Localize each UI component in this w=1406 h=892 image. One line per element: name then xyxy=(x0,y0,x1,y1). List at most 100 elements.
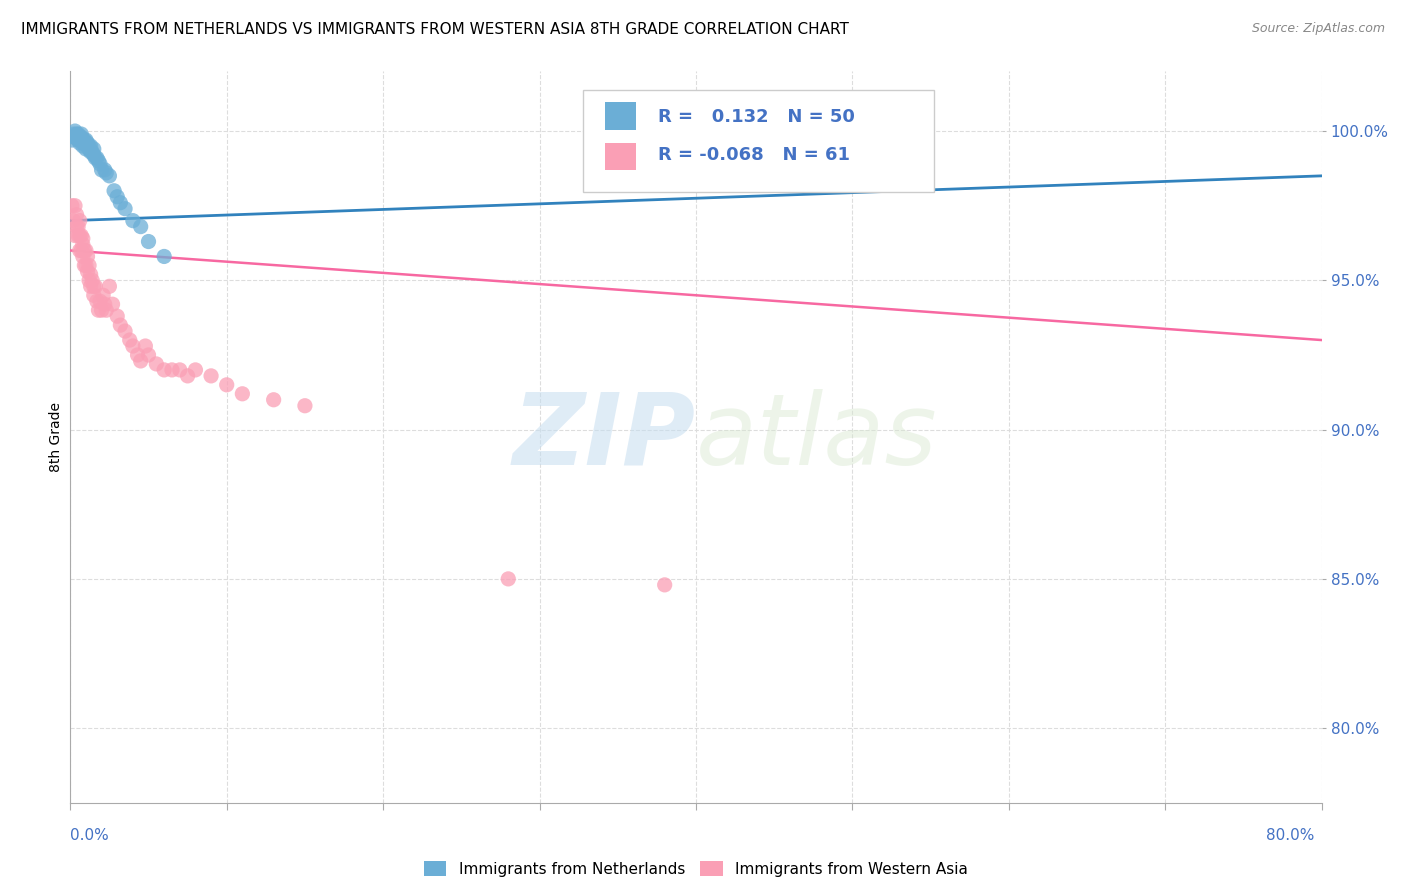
Point xyxy=(83,148,105,162)
Point xyxy=(83,142,105,156)
Point xyxy=(87,153,110,168)
Point xyxy=(69,244,91,258)
Point xyxy=(72,237,94,252)
Point xyxy=(63,228,86,243)
Text: R =   0.132   N = 50: R = 0.132 N = 50 xyxy=(658,109,855,127)
Point xyxy=(89,157,111,171)
Point xyxy=(76,264,98,278)
Point xyxy=(122,213,145,227)
Point xyxy=(72,136,94,150)
Point xyxy=(65,127,87,141)
Point xyxy=(72,231,94,245)
Point xyxy=(98,279,121,293)
Point xyxy=(86,151,108,165)
Point xyxy=(110,195,132,210)
Point xyxy=(82,273,104,287)
Point xyxy=(75,244,97,258)
Point xyxy=(67,228,90,243)
Point xyxy=(63,124,86,138)
Point xyxy=(76,250,98,264)
Point xyxy=(96,303,118,318)
Point xyxy=(79,139,101,153)
Point xyxy=(263,392,285,407)
Point xyxy=(77,259,100,273)
FancyBboxPatch shape xyxy=(583,90,934,192)
Point xyxy=(65,208,87,222)
Point xyxy=(77,139,100,153)
Point xyxy=(114,202,136,216)
Point xyxy=(69,133,91,147)
Point xyxy=(73,244,96,258)
Point xyxy=(86,294,108,309)
Point xyxy=(105,309,128,323)
Point xyxy=(90,303,112,318)
Point xyxy=(77,142,100,156)
Point xyxy=(89,294,111,309)
Point xyxy=(184,363,207,377)
Point xyxy=(72,250,94,264)
Point xyxy=(75,259,97,273)
Point xyxy=(200,368,222,383)
Text: Source: ZipAtlas.com: Source: ZipAtlas.com xyxy=(1251,22,1385,36)
Point xyxy=(75,142,97,156)
Point xyxy=(122,339,145,353)
Point xyxy=(69,228,91,243)
Point xyxy=(153,250,176,264)
Point xyxy=(69,213,91,227)
Text: ZIP: ZIP xyxy=(513,389,696,485)
Point xyxy=(145,357,167,371)
Point xyxy=(62,127,84,141)
Point xyxy=(67,133,90,147)
Point xyxy=(69,136,91,150)
Point xyxy=(87,303,110,318)
Point xyxy=(72,139,94,153)
Point xyxy=(105,190,128,204)
Point xyxy=(169,363,191,377)
Point xyxy=(63,199,86,213)
Point xyxy=(138,348,160,362)
Point xyxy=(62,130,84,145)
Point xyxy=(84,151,107,165)
Point xyxy=(70,228,93,243)
Point xyxy=(79,268,101,282)
Point xyxy=(654,118,676,132)
Point xyxy=(73,136,96,150)
Point xyxy=(129,354,152,368)
Point xyxy=(138,235,160,249)
Text: IMMIGRANTS FROM NETHERLANDS VS IMMIGRANTS FROM WESTERN ASIA 8TH GRADE CORRELATIO: IMMIGRANTS FROM NETHERLANDS VS IMMIGRANT… xyxy=(21,22,849,37)
Point xyxy=(91,288,114,302)
Point xyxy=(60,133,83,147)
Point xyxy=(93,297,115,311)
Point xyxy=(654,578,676,592)
Point xyxy=(83,279,105,293)
Point xyxy=(63,130,86,145)
Point xyxy=(65,130,87,145)
Point xyxy=(96,166,118,180)
Point xyxy=(114,324,136,338)
Point xyxy=(67,130,90,145)
Point xyxy=(75,133,97,147)
Point xyxy=(75,136,97,150)
Point xyxy=(498,572,520,586)
Point xyxy=(70,133,93,147)
Point xyxy=(118,333,141,347)
Point xyxy=(77,273,100,287)
Legend: Immigrants from Netherlands, Immigrants from Western Asia: Immigrants from Netherlands, Immigrants … xyxy=(418,855,974,883)
Point xyxy=(70,127,93,141)
Point xyxy=(82,145,104,159)
Point xyxy=(90,162,112,177)
Point xyxy=(129,219,152,234)
Y-axis label: 8th Grade: 8th Grade xyxy=(49,402,63,472)
Text: atlas: atlas xyxy=(696,389,938,485)
Point xyxy=(70,130,93,145)
Point xyxy=(76,139,98,153)
Point xyxy=(65,219,87,234)
FancyBboxPatch shape xyxy=(605,143,636,170)
Text: 80.0%: 80.0% xyxy=(1267,828,1315,843)
Point xyxy=(69,130,91,145)
Point xyxy=(70,244,93,258)
Point xyxy=(215,377,238,392)
Point xyxy=(79,279,101,293)
Text: R = -0.068   N = 61: R = -0.068 N = 61 xyxy=(658,146,851,164)
Point xyxy=(72,133,94,147)
